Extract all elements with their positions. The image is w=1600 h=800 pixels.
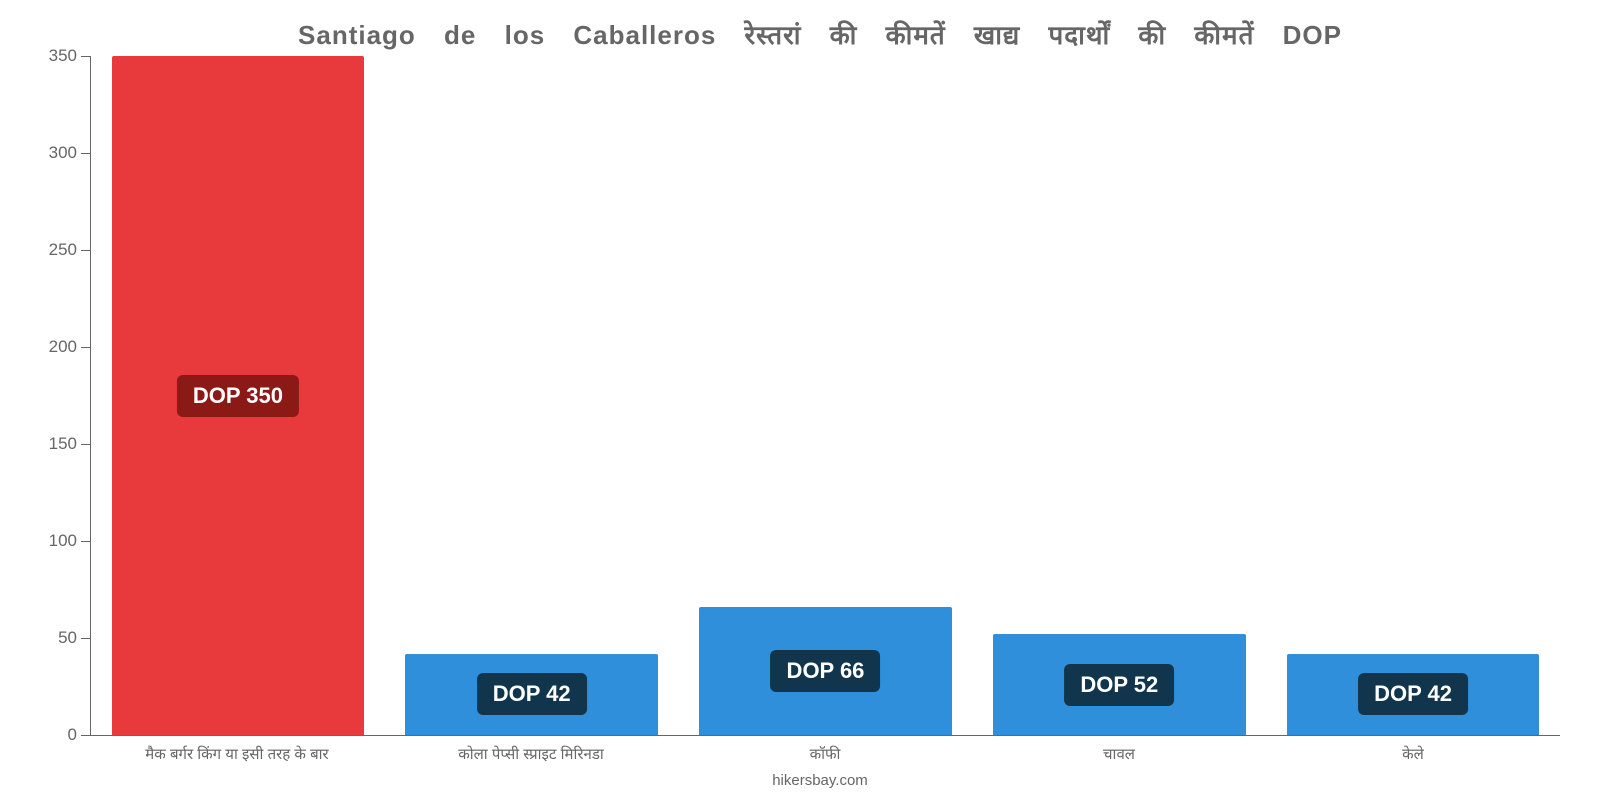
chart-container: Santiago de los Caballeros रेस्तरां की क… bbox=[0, 0, 1600, 800]
x-tick-label: कोला पेप्सी स्प्राइट मिरिनडा bbox=[384, 736, 678, 764]
x-tick-label: मैक बर्गर किंग या इसी तरह के बार bbox=[90, 736, 384, 764]
bar-slot: DOP 66 bbox=[679, 56, 973, 735]
value-badge: DOP 66 bbox=[771, 650, 881, 692]
bar: DOP 42 bbox=[1287, 654, 1540, 735]
bar-slot: DOP 52 bbox=[972, 56, 1266, 735]
bars-group: DOP 350 DOP 42 DOP 66 DOP 52 DOP 42 bbox=[91, 56, 1560, 735]
bar-slot: DOP 42 bbox=[385, 56, 679, 735]
x-tick-label: चावल bbox=[972, 736, 1266, 764]
plot-area: DOP 350DOP 42DOP 66DOP 52DOP 42 05010015… bbox=[90, 56, 1560, 736]
bar: DOP 42 bbox=[405, 654, 658, 735]
y-tick-label: 350 bbox=[49, 46, 91, 66]
bar-slot: DOP 42 bbox=[1266, 56, 1560, 735]
y-tick-label: 250 bbox=[49, 240, 91, 260]
value-badge: DOP 52 bbox=[1064, 664, 1174, 706]
y-tick-label: 100 bbox=[49, 531, 91, 551]
y-tick-label: 50 bbox=[58, 628, 91, 648]
y-tick-label: 300 bbox=[49, 143, 91, 163]
y-tick-label: 0 bbox=[68, 725, 91, 745]
y-tick-label: 200 bbox=[49, 337, 91, 357]
x-tick-label: कॉफी bbox=[678, 736, 972, 764]
source-label: hikersbay.com bbox=[80, 772, 1560, 789]
x-axis-labels: मैक बर्गर किंग या इसी तरह के बारकोला पेप… bbox=[90, 736, 1560, 764]
x-tick-label: केले bbox=[1266, 736, 1560, 764]
bar: DOP 350 bbox=[112, 56, 365, 735]
value-badge: DOP 42 bbox=[477, 673, 587, 715]
bar-slot: DOP 350 bbox=[91, 56, 385, 735]
value-badge: DOP 350 bbox=[177, 375, 299, 417]
chart-title: Santiago de los Caballeros रेस्तरां की क… bbox=[80, 10, 1560, 56]
value-badge: DOP 42 bbox=[1358, 673, 1468, 715]
bar: DOP 52 bbox=[993, 634, 1246, 735]
y-tick-label: 150 bbox=[49, 434, 91, 454]
bar: DOP 66 bbox=[699, 607, 952, 735]
